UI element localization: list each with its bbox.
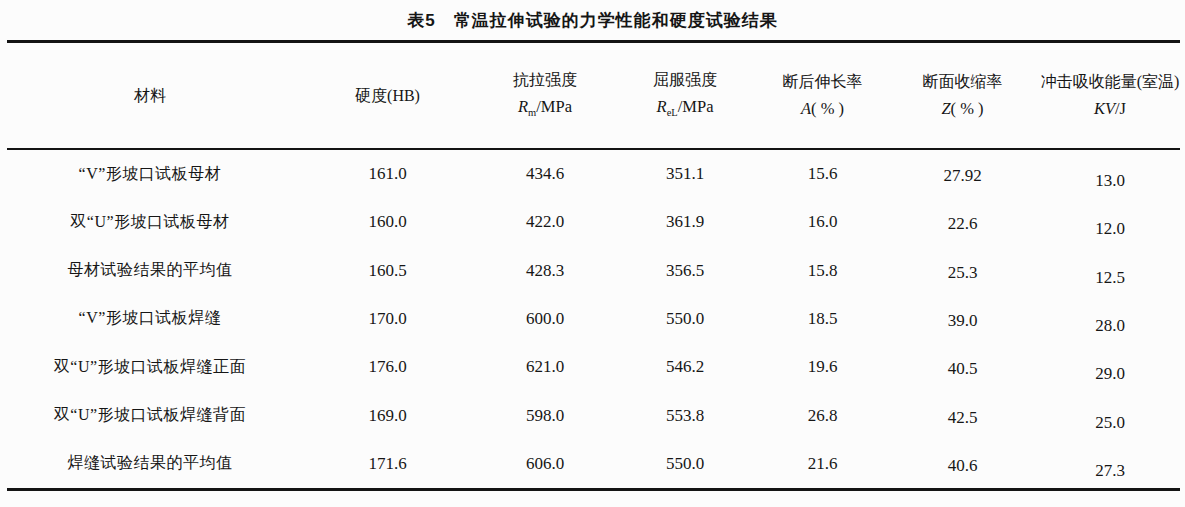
cell-material: 双“U”形坡口试板母材: [0, 212, 300, 233]
header-label: 材料: [134, 88, 166, 104]
cell-yield-strength: 553.8: [615, 406, 755, 426]
column-header-elongation: 断后伸长率 A( % ): [755, 43, 890, 148]
table-row: 焊缝试验结果的平均值 171.6 606.0 550.0 21.6 40.6 2…: [0, 440, 1185, 488]
table-row: 母材试验结果的平均值 160.5 428.3 356.5 15.8 25.3 1…: [0, 247, 1185, 295]
cell-impact-energy: 29.0: [1035, 364, 1185, 384]
cell-yield-strength: 550.0: [615, 309, 755, 329]
header-symbol: Z( % ): [941, 101, 983, 118]
cell-elongation: 19.6: [755, 357, 890, 377]
table-row: 双“U”形坡口试板焊缝正面 176.0 621.0 546.2 19.6 40.…: [0, 343, 1185, 391]
header-label: 断面收缩率: [923, 74, 1003, 90]
header-symbol: Rm/MPa: [518, 99, 572, 119]
cell-elongation: 15.6: [755, 164, 890, 184]
cell-impact-energy: 13.0: [1035, 171, 1185, 191]
cell-impact-energy: 12.0: [1035, 219, 1185, 239]
table-bottom-rule: [7, 488, 1180, 491]
cell-impact-energy: 28.0: [1035, 316, 1185, 336]
cell-material: “V”形坡口试板焊缝: [0, 308, 300, 329]
cell-material: “V”形坡口试板母材: [0, 164, 300, 185]
cell-hardness: 160.5: [300, 261, 475, 281]
cell-hardness: 176.0: [300, 357, 475, 377]
cell-elongation: 16.0: [755, 212, 890, 232]
table-row: “V”形坡口试板焊缝 170.0 600.0 550.0 18.5 39.0 2…: [0, 295, 1185, 343]
header-symbol: ReL/MPa: [657, 99, 714, 119]
header-label: 抗拉强度: [513, 72, 577, 88]
cell-hardness: 161.0: [300, 164, 475, 184]
cell-tensile-strength: 600.0: [475, 309, 615, 329]
cell-tensile-strength: 606.0: [475, 454, 615, 474]
cell-reduction-of-area: 40.6: [890, 456, 1035, 476]
cell-tensile-strength: 598.0: [475, 406, 615, 426]
cell-impact-energy: 27.3: [1035, 461, 1185, 481]
table-row: 双“U”形坡口试板母材 160.0 422.0 361.9 16.0 22.6 …: [0, 198, 1185, 246]
cell-tensile-strength: 428.3: [475, 261, 615, 281]
cell-elongation: 26.8: [755, 406, 890, 426]
cell-yield-strength: 550.0: [615, 454, 755, 474]
cell-reduction-of-area: 27.92: [890, 166, 1035, 186]
cell-hardness: 169.0: [300, 406, 475, 426]
column-header-yield-strength: 屈服强度 ReL/MPa: [615, 43, 755, 148]
cell-reduction-of-area: 39.0: [890, 311, 1035, 331]
cell-material: 焊缝试验结果的平均值: [0, 453, 300, 474]
cell-reduction-of-area: 25.3: [890, 263, 1035, 283]
table-header-row: 材料 硬度(HB) 抗拉强度 Rm/MPa 屈服强度 ReL/MPa 断后伸长率…: [0, 43, 1185, 148]
column-header-reduction-of-area: 断面收缩率 Z( % ): [890, 43, 1035, 148]
cell-reduction-of-area: 42.5: [890, 408, 1035, 428]
header-label: 断后伸长率: [783, 74, 863, 90]
column-header-hardness: 硬度(HB): [300, 43, 475, 148]
table-row: 双“U”形坡口试板焊缝背面 169.0 598.0 553.8 26.8 42.…: [0, 391, 1185, 439]
header-symbol: A( % ): [801, 101, 844, 118]
column-header-impact-energy: 冲击吸收能量(室温) KV/J: [1035, 43, 1185, 148]
cell-reduction-of-area: 22.6: [890, 214, 1035, 234]
table-title: 表5 常温拉伸试验的力学性能和硬度试验结果: [0, 9, 1185, 32]
cell-material: 双“U”形坡口试板焊缝正面: [0, 357, 300, 378]
cell-yield-strength: 546.2: [615, 357, 755, 377]
column-header-material: 材料: [0, 43, 300, 148]
column-header-tensile-strength: 抗拉强度 Rm/MPa: [475, 43, 615, 148]
cell-tensile-strength: 621.0: [475, 357, 615, 377]
cell-elongation: 18.5: [755, 309, 890, 329]
header-label: 硬度(HB): [355, 88, 420, 104]
cell-elongation: 15.8: [755, 261, 890, 281]
header-label: 冲击吸收能量(室温): [1041, 74, 1180, 90]
cell-hardness: 171.6: [300, 454, 475, 474]
cell-tensile-strength: 422.0: [475, 212, 615, 232]
cell-hardness: 170.0: [300, 309, 475, 329]
cell-impact-energy: 12.5: [1035, 268, 1185, 288]
scanned-paper-table: 表5 常温拉伸试验的力学性能和硬度试验结果 材料 硬度(HB) 抗拉强度 Rm/…: [0, 0, 1185, 507]
cell-material: 母材试验结果的平均值: [0, 260, 300, 281]
cell-hardness: 160.0: [300, 212, 475, 232]
table-body: “V”形坡口试板母材 161.0 434.6 351.1 15.6 27.92 …: [0, 150, 1185, 488]
header-label: 屈服强度: [653, 72, 717, 88]
cell-reduction-of-area: 40.5: [890, 359, 1035, 379]
header-symbol: KV/J: [1094, 101, 1126, 118]
cell-material: 双“U”形坡口试板焊缝背面: [0, 405, 300, 426]
cell-yield-strength: 356.5: [615, 261, 755, 281]
cell-tensile-strength: 434.6: [475, 164, 615, 184]
cell-yield-strength: 351.1: [615, 164, 755, 184]
cell-impact-energy: 25.0: [1035, 413, 1185, 433]
cell-yield-strength: 361.9: [615, 212, 755, 232]
table-row: “V”形坡口试板母材 161.0 434.6 351.1 15.6 27.92 …: [0, 150, 1185, 198]
cell-elongation: 21.6: [755, 454, 890, 474]
